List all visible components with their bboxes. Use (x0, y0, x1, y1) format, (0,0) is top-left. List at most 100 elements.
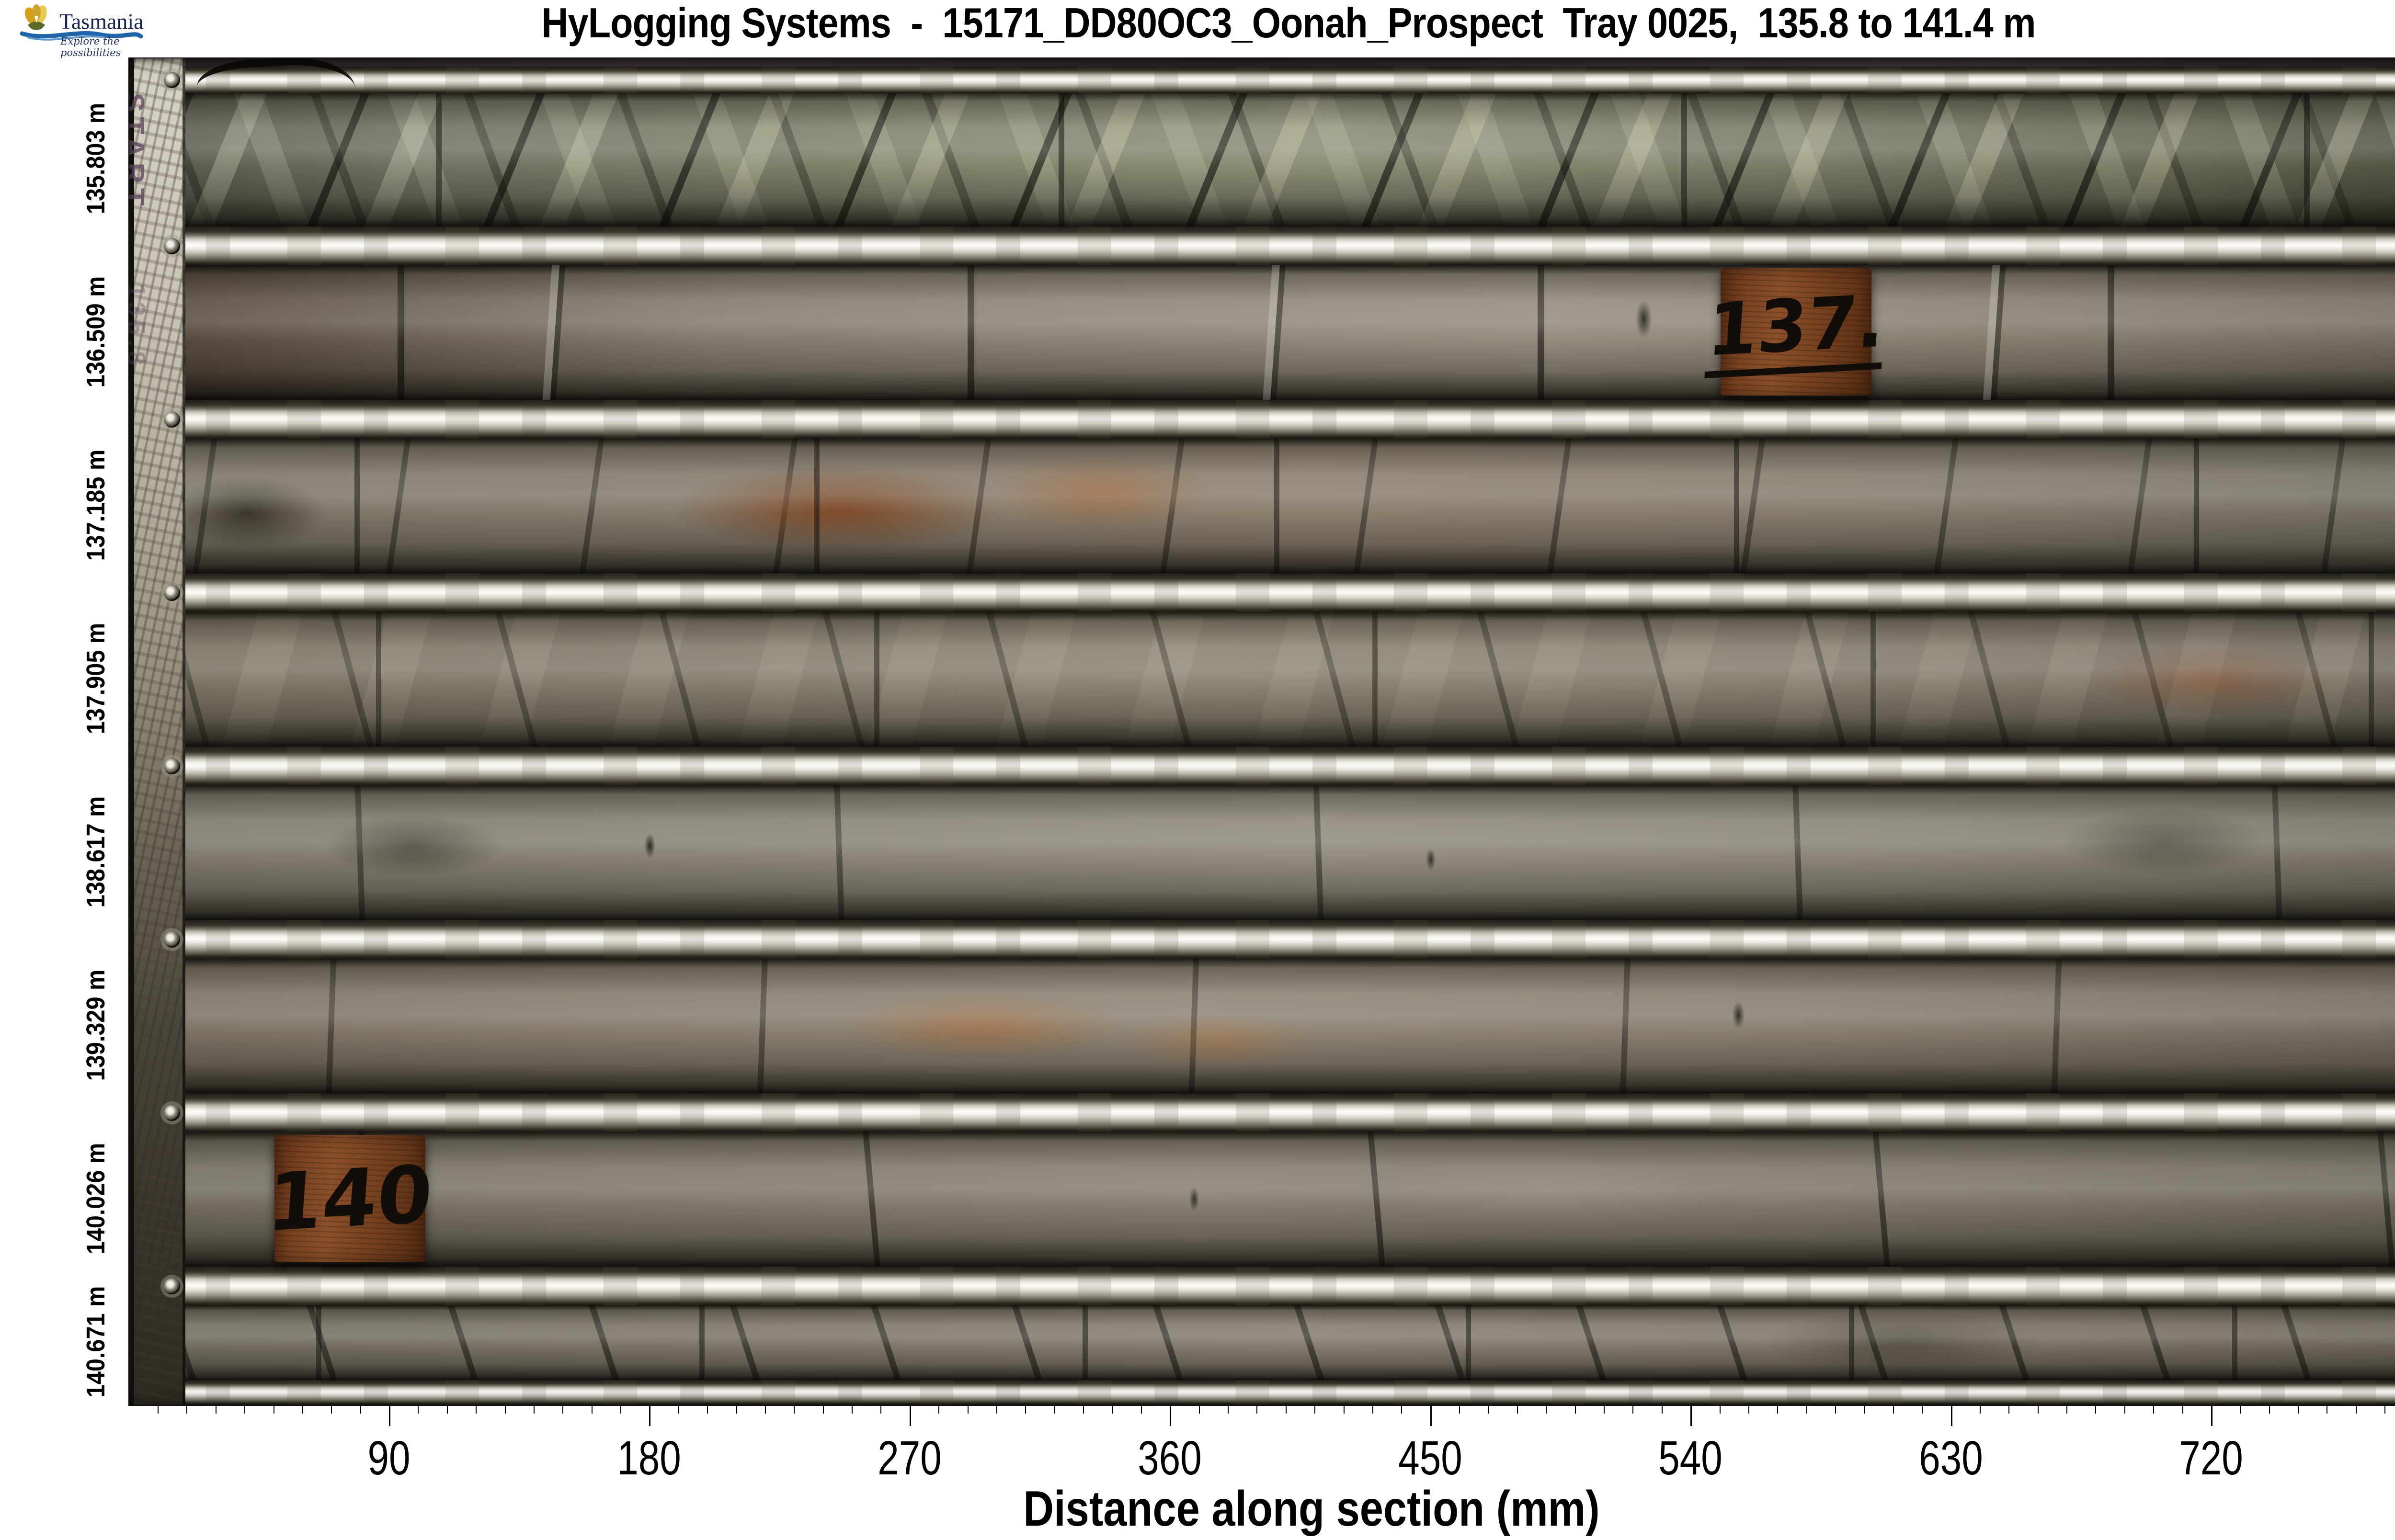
core-row-6 (129, 959, 2395, 1093)
depth-block-label: 140 (264, 1147, 435, 1249)
x-axis-minor-tick (938, 1404, 940, 1414)
x-axis-minor-tick (1777, 1404, 1779, 1414)
tray-rail (129, 1267, 2395, 1305)
x-axis-tick-label: 180 (617, 1431, 682, 1485)
x-axis-tick-label: 720 (2179, 1431, 2243, 1485)
x-axis-minor-tick (1922, 1404, 1923, 1414)
tasmania-logo-text: Tasmania (59, 9, 144, 34)
x-axis-minor-tick (2182, 1404, 2183, 1414)
x-axis-tick-label: 360 (1138, 1431, 1202, 1485)
x-axis-major-tick (1950, 1404, 1952, 1426)
x-axis-minor-tick (2066, 1404, 2068, 1414)
tasmania-wave (20, 31, 143, 39)
x-axis-minor-tick (1632, 1404, 1634, 1414)
x-axis-minor-tick (880, 1404, 882, 1414)
frame-screw (164, 238, 180, 254)
x-axis-minor-tick (1112, 1404, 1113, 1414)
frame-screw (164, 1104, 180, 1121)
x-axis-minor-tick (1661, 1404, 1663, 1414)
x-axis-tick-label: 90 (367, 1431, 411, 1485)
x-axis-minor-tick (620, 1404, 622, 1414)
tray-rail (129, 747, 2395, 785)
x-axis-minor-tick (1603, 1404, 1605, 1414)
x-axis-minor-tick (2095, 1404, 2097, 1414)
x-axis-title: Distance along section (mm) (1023, 1481, 1600, 1537)
x-axis-minor-tick (967, 1404, 969, 1414)
x-axis-minor-tick (215, 1404, 217, 1414)
x-axis-minor-tick (1314, 1404, 1316, 1414)
y-axis-depth-label: 140.026 m (81, 1143, 110, 1254)
x-axis-minor-tick (1459, 1404, 1460, 1414)
frame-screw (164, 1278, 180, 1294)
x-axis-minor-tick (418, 1404, 419, 1414)
frame-screw (164, 72, 180, 88)
tray-rail (129, 226, 2395, 265)
tray-rail (129, 400, 2395, 439)
x-axis-minor-tick (736, 1404, 737, 1414)
core-row-5 (129, 785, 2395, 920)
y-axis-depth-label: 139.329 m (81, 969, 110, 1081)
x-axis-minor-tick (244, 1404, 246, 1414)
tasmania-tagline: Explore the possibilities (60, 35, 121, 58)
wooden-depth-block-137: 137. (1704, 268, 1888, 396)
wooden-depth-block-140: 140 (264, 1135, 435, 1262)
tray-top-edge (129, 58, 2395, 67)
x-axis-minor-tick (360, 1404, 361, 1414)
tray-rail-bottom (129, 1380, 2395, 1405)
x-axis-minor-tick (678, 1404, 679, 1414)
core-row-4 (129, 612, 2395, 747)
x-axis-minor-tick (504, 1404, 506, 1414)
x-axis-minor-tick (822, 1404, 824, 1414)
x-axis-major-tick (389, 1404, 391, 1426)
x-axis-minor-tick (1574, 1404, 1576, 1414)
x-axis-minor-tick (331, 1404, 332, 1414)
x-axis-minor-tick (1401, 1404, 1403, 1414)
x-axis-minor-tick (1806, 1404, 1807, 1414)
x-axis-minor-tick (446, 1404, 448, 1414)
y-axis-depth-label: 136.509 m (81, 276, 110, 387)
frame-stencil-text: START (128, 93, 150, 211)
core-row-7 (129, 1132, 2395, 1267)
depth-block-label: 137. (1704, 280, 1888, 379)
x-axis-minor-tick (1285, 1404, 1287, 1414)
x-axis-minor-tick (2124, 1404, 2125, 1414)
core-row-1 (129, 92, 2395, 226)
x-axis-major-tick (1690, 1404, 1692, 1426)
x-axis-minor-tick (302, 1404, 303, 1414)
x-axis-major-tick (649, 1404, 651, 1426)
x-axis-minor-tick (2037, 1404, 2039, 1414)
x-axis-minor-tick (2153, 1404, 2155, 1414)
core-row-2 (129, 265, 2395, 400)
x-axis-minor-tick (2298, 1404, 2299, 1414)
x-axis-minor-tick (1719, 1404, 1721, 1414)
frame-screw (164, 584, 180, 601)
x-axis-minor-tick (794, 1404, 795, 1414)
x-axis-minor-tick (764, 1404, 766, 1414)
frame-screw (164, 758, 180, 774)
page-title: HyLogging Systems - 15171_DD80OC3_Oonah_… (541, 0, 2036, 46)
x-axis-minor-tick (1864, 1404, 1865, 1414)
x-axis-minor-tick (476, 1404, 477, 1414)
x-axis-minor-tick (852, 1404, 853, 1414)
x-axis-minor-tick (1748, 1404, 1749, 1414)
x-axis-major-tick (2211, 1404, 2213, 1426)
frame-screw (164, 931, 180, 948)
x-axis-tick-label: 630 (1918, 1431, 1983, 1485)
tasmania-logo: Tasmania Explore the possibilities (13, 2, 144, 58)
y-axis-depth-label: 137.905 m (81, 623, 110, 734)
tasmania-wave-light (27, 35, 105, 41)
x-axis-minor-tick (1835, 1404, 1836, 1414)
tray-rail (129, 573, 2395, 612)
x-axis-minor-tick (2269, 1404, 2270, 1414)
x-axis-major-tick (1170, 1404, 1172, 1426)
x-axis-minor-tick (1198, 1404, 1200, 1414)
x-axis-tick-label: 540 (1658, 1431, 1722, 1485)
tray-left-frame: START 135.8 (129, 58, 185, 1405)
x-axis-minor-tick (186, 1404, 188, 1414)
core-row-8 (129, 1305, 2395, 1380)
tray-rail (129, 920, 2395, 959)
x-axis-minor-tick (2355, 1404, 2357, 1414)
x-axis-minor-tick (1372, 1404, 1373, 1414)
x-axis-minor-tick (157, 1404, 159, 1414)
